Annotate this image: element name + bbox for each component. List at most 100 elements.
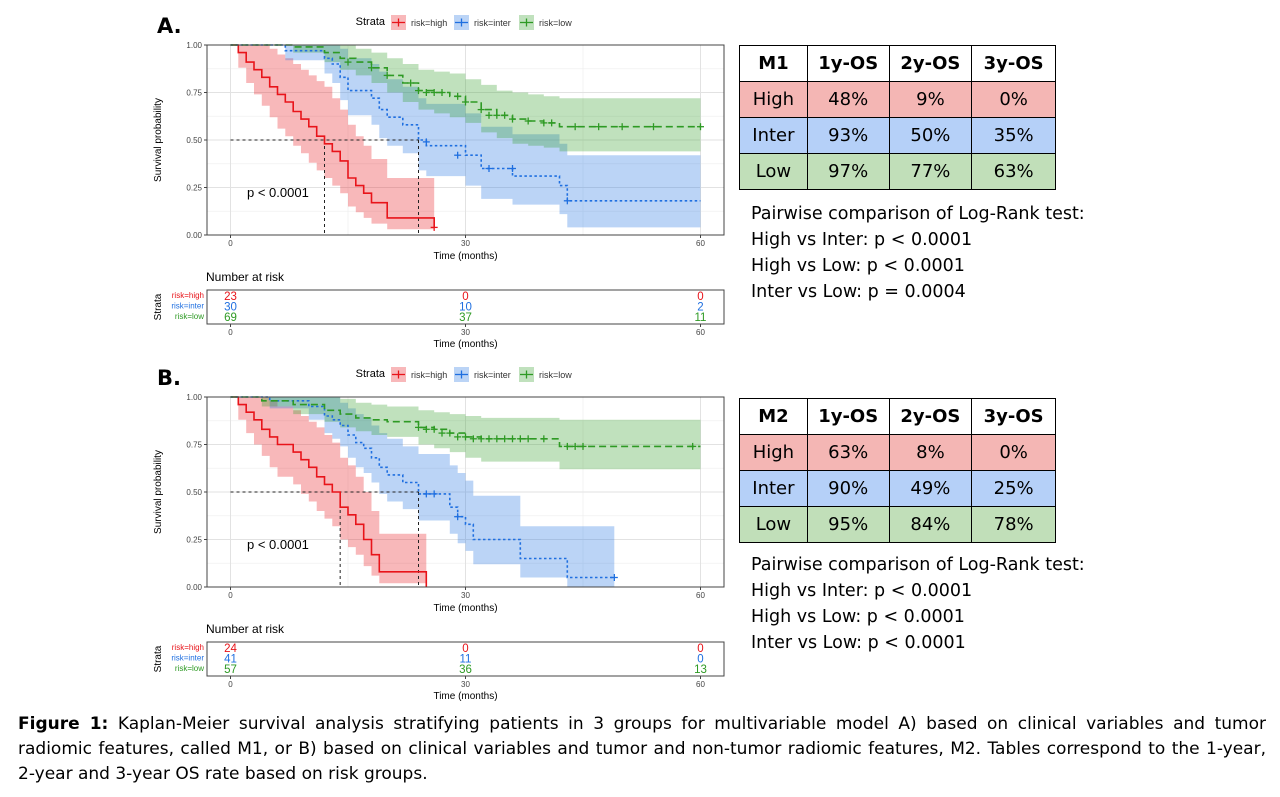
risk-count-high: 0 bbox=[697, 291, 703, 303]
censor-mark-low bbox=[493, 435, 501, 443]
y-tick-label: 0.50 bbox=[186, 488, 202, 497]
risk-y-axis-title: Strata bbox=[153, 293, 164, 320]
y-tick-label: 0.25 bbox=[186, 536, 202, 545]
censor-mark-low bbox=[509, 115, 516, 123]
risk-count-low: 69 bbox=[224, 312, 237, 324]
table-cell: 48% bbox=[806, 81, 890, 118]
survival-curve-low bbox=[230, 44, 701, 128]
table-row-inter: Inter 93% 50% 35% bbox=[739, 117, 1056, 154]
x-tick-label: 30 bbox=[461, 239, 470, 248]
y-tick-label: 0.75 bbox=[186, 441, 202, 450]
table-row-low: Low 95% 84% 78% bbox=[739, 506, 1056, 543]
table-header-cell: M2 bbox=[739, 398, 808, 435]
risk-row-label-inter: risk=inter bbox=[171, 302, 204, 311]
median-lines bbox=[230, 139, 419, 235]
table-cell: 50% bbox=[888, 117, 973, 154]
risk-x-tick-label: 60 bbox=[696, 328, 705, 337]
y-axis-title: Survival probability bbox=[153, 98, 164, 182]
censor-mark-low bbox=[689, 442, 697, 450]
figure-caption: Figure 1: Kaplan-Meier survival analysis… bbox=[18, 712, 1266, 787]
censor-mark-inter bbox=[485, 165, 493, 172]
risk-y-axis-title: Strata bbox=[153, 645, 164, 672]
risk-x-tick-label: 30 bbox=[461, 328, 470, 337]
risk-x-tick-label: 0 bbox=[228, 680, 233, 689]
table-header-cell: 2y-OS bbox=[888, 398, 973, 435]
censor-mark-low bbox=[454, 433, 462, 441]
censor-mark-low bbox=[430, 425, 438, 433]
y-tick-label: 0.00 bbox=[186, 231, 202, 240]
censor-mark-low bbox=[383, 71, 391, 79]
pairwise-line: Inter vs Low: p = 0.0004 bbox=[751, 282, 966, 302]
table-cell: 78% bbox=[971, 506, 1056, 543]
x-tick-label: 60 bbox=[696, 239, 705, 248]
legend: Strata risk=high risk=inter risk=low bbox=[356, 15, 572, 30]
grid bbox=[207, 44, 724, 236]
risk-x-tick-label: 30 bbox=[461, 680, 470, 689]
censor-mark-low bbox=[595, 123, 603, 131]
censor-mark-low bbox=[501, 435, 509, 443]
legend-entry-high: risk=high bbox=[391, 367, 447, 382]
table-cell: 49% bbox=[888, 470, 973, 507]
pairwise-title: Pairwise comparison of Log-Rank test: bbox=[751, 555, 1085, 575]
pairwise-title: Pairwise comparison of Log-Rank test: bbox=[751, 204, 1085, 224]
censor-mark-low bbox=[438, 429, 446, 437]
table-cell: 0% bbox=[971, 81, 1056, 118]
censor-mark-low bbox=[462, 433, 469, 441]
risk-x-axis-title: Time (months) bbox=[433, 691, 497, 702]
censor-mark-low bbox=[368, 64, 375, 72]
censor-mark-low bbox=[454, 92, 462, 100]
table-cell: 35% bbox=[971, 117, 1056, 154]
panel-a-label: A. bbox=[157, 14, 182, 38]
legend-entry-low: risk=low bbox=[519, 15, 572, 30]
risk-count-high: 0 bbox=[462, 291, 468, 303]
risk-x-axis-title: Time (months) bbox=[433, 339, 497, 350]
y-tick-label: 1.00 bbox=[186, 41, 202, 50]
censor-mark-low bbox=[540, 435, 548, 443]
y-tick-label: 0.50 bbox=[186, 136, 202, 145]
censor-mark-inter bbox=[422, 138, 430, 146]
censor-mark-low bbox=[563, 442, 571, 450]
table-cell: 77% bbox=[888, 153, 973, 190]
legend-label-inter: risk=inter bbox=[474, 18, 511, 28]
censor-mark-low bbox=[422, 425, 430, 433]
censor-mark-inter bbox=[430, 490, 438, 498]
risk-count-inter: 30 bbox=[224, 302, 237, 314]
risk-count-low: 13 bbox=[694, 664, 707, 676]
risk-row-label-inter: risk=inter bbox=[171, 654, 204, 663]
censor-mark-inter bbox=[454, 513, 462, 521]
table-cell: Inter bbox=[739, 470, 808, 507]
survival-curve-high bbox=[230, 396, 428, 587]
risk-table-frame bbox=[206, 641, 725, 677]
censor-mark-low bbox=[509, 435, 516, 443]
risk-count-high: 24 bbox=[224, 643, 237, 655]
censor-mark-low bbox=[477, 435, 485, 443]
x-axis-title: Time (months) bbox=[433, 603, 497, 614]
legend-entry-inter: risk=inter bbox=[454, 15, 511, 30]
y-tick-label: 0.75 bbox=[186, 89, 202, 98]
censor-mark-low bbox=[469, 435, 477, 443]
table-cell: 84% bbox=[888, 506, 973, 543]
table-row-high: High 63% 8% 0% bbox=[739, 434, 1056, 471]
x-tick-label: 30 bbox=[461, 591, 470, 600]
censor-mark-low bbox=[571, 442, 579, 450]
censor-mark-low bbox=[579, 442, 587, 450]
x-tick-label: 60 bbox=[696, 591, 705, 600]
table-header-cell: 2y-OS bbox=[888, 45, 973, 82]
legend-title: Strata bbox=[356, 368, 386, 380]
pairwise-line: High vs Inter: p < 0.0001 bbox=[751, 581, 973, 601]
risk-count-high: 0 bbox=[697, 643, 703, 655]
legend-label-inter: risk=inter bbox=[474, 370, 511, 380]
y-tick-label: 0.00 bbox=[186, 583, 202, 592]
censor-mark-low bbox=[516, 435, 524, 443]
censor-mark-low bbox=[571, 123, 579, 131]
p-value-label: p < 0.0001 bbox=[247, 537, 309, 552]
panel-b-label: B. bbox=[157, 366, 181, 390]
table-cell: 95% bbox=[806, 506, 890, 543]
ci-band-inter bbox=[230, 45, 701, 228]
pairwise-line: High vs Inter: p < 0.0001 bbox=[751, 230, 973, 250]
censor-mark-low bbox=[430, 89, 438, 96]
x-axis-title: Time (months) bbox=[433, 251, 497, 262]
table-cell: 63% bbox=[971, 153, 1056, 190]
